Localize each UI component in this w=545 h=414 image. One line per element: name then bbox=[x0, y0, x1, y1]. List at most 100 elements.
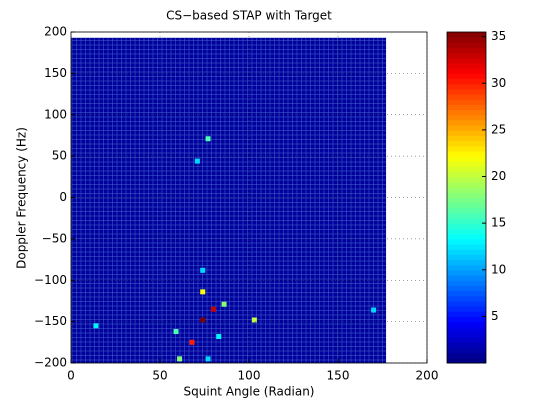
y-tick-label: 200 bbox=[44, 25, 67, 39]
colorbar-swatch bbox=[447, 352, 486, 359]
colorbar-swatch bbox=[447, 161, 486, 167]
colorbar-tick-label: 10 bbox=[491, 262, 506, 276]
colorbar-swatch bbox=[447, 99, 486, 105]
colorbar-swatch bbox=[447, 316, 486, 323]
colorbar-swatch bbox=[447, 187, 486, 193]
colorbar-swatch bbox=[447, 73, 486, 80]
x-tick-label: 150 bbox=[327, 369, 350, 383]
heatmap-cell bbox=[177, 356, 183, 362]
colorbar-swatch bbox=[447, 357, 486, 364]
colorbar-swatch bbox=[447, 135, 486, 142]
colorbar-swatch bbox=[447, 83, 486, 90]
colorbar-tick-label: 35 bbox=[491, 29, 506, 43]
colorbar-swatch bbox=[447, 306, 486, 312]
heatmap-cell bbox=[194, 158, 200, 164]
heatmap-cells bbox=[71, 37, 387, 363]
colorbar-swatch bbox=[447, 78, 486, 85]
colorbar-swatch bbox=[447, 63, 486, 69]
colorbar-tick-label: 5 bbox=[491, 309, 499, 323]
heatmap-cell bbox=[200, 267, 206, 273]
y-tick-label: −150 bbox=[34, 314, 67, 328]
colorbar-swatch bbox=[447, 42, 486, 49]
colorbar-swatch bbox=[447, 275, 486, 281]
colorbar-swatch bbox=[447, 264, 486, 271]
colorbar-swatch bbox=[447, 192, 486, 198]
y-tick-label: −100 bbox=[34, 273, 67, 287]
colorbar-swatch bbox=[447, 156, 486, 162]
x-tick-label: 50 bbox=[152, 369, 167, 383]
y-tick-label: 150 bbox=[44, 66, 67, 80]
colorbar-swatch bbox=[447, 119, 486, 126]
colorbar-swatch bbox=[447, 326, 486, 333]
heatmap-cell bbox=[210, 306, 216, 312]
colorbar-swatch bbox=[447, 140, 486, 147]
colorbar-swatch bbox=[447, 94, 486, 100]
colorbar-frame bbox=[446, 31, 487, 364]
colorbar-swatch bbox=[447, 337, 486, 343]
colorbar-swatch bbox=[447, 228, 486, 235]
x-tick-label: 0 bbox=[67, 369, 75, 383]
colorbar-swatch bbox=[447, 311, 486, 317]
colorbar-swatch bbox=[447, 68, 486, 74]
heatmap-cell bbox=[189, 339, 195, 345]
colorbar-swatch bbox=[447, 130, 486, 136]
colorbar-swatch bbox=[447, 295, 486, 302]
x-tick-label: 200 bbox=[416, 369, 439, 383]
colorbar-tick-label: 25 bbox=[491, 122, 506, 136]
heatmap-cell bbox=[251, 317, 257, 323]
heatmap-cell bbox=[371, 307, 377, 313]
colorbar-swatch bbox=[447, 57, 486, 64]
colorbar-swatch bbox=[447, 207, 486, 214]
colorbar-swatch bbox=[447, 37, 486, 43]
colorbar-swatch bbox=[447, 280, 486, 286]
colorbar-swatch bbox=[447, 269, 486, 276]
y-tick-label: 0 bbox=[59, 190, 67, 204]
heatmap-cell bbox=[205, 136, 211, 142]
colorbar-swatch bbox=[447, 171, 486, 178]
colorbar-swatch bbox=[447, 321, 486, 328]
heatmap-cell bbox=[205, 356, 211, 362]
colorbar-swatch bbox=[447, 47, 486, 54]
colorbar-swatch bbox=[447, 223, 486, 230]
heatmap-cell bbox=[93, 323, 99, 329]
y-tick-label: 50 bbox=[52, 149, 67, 163]
heatmap-cell bbox=[173, 329, 179, 335]
colorbar-swatch bbox=[447, 145, 486, 152]
heatmap-cell bbox=[200, 317, 206, 323]
chart-title: CS−based STAP with Target bbox=[166, 9, 332, 23]
colorbar-swatch bbox=[447, 213, 486, 219]
colorbar-swatch bbox=[447, 125, 486, 131]
heatmap-cell bbox=[200, 289, 206, 295]
colorbar-swatch bbox=[447, 290, 486, 297]
colorbar-swatch bbox=[447, 233, 486, 240]
colorbar-swatch bbox=[447, 218, 486, 224]
colorbar-tick-label: 30 bbox=[491, 76, 506, 90]
colorbar-swatch bbox=[447, 197, 486, 204]
colorbar-tick-label: 20 bbox=[491, 169, 506, 183]
y-tick-label: 100 bbox=[44, 107, 67, 121]
colorbar-swatch bbox=[447, 52, 486, 59]
colorbar-swatch bbox=[447, 300, 486, 307]
colorbar-swatch bbox=[447, 331, 486, 338]
colorbar-swatch bbox=[447, 32, 486, 38]
x-tick-label: 100 bbox=[238, 369, 261, 383]
colorbar-swatch bbox=[447, 347, 486, 354]
colorbar-swatch bbox=[447, 150, 486, 157]
colorbar-swatch bbox=[447, 259, 486, 266]
colorbar-swatch bbox=[447, 88, 486, 95]
colorbar-swatch bbox=[447, 285, 486, 292]
colorbar-swatch bbox=[447, 109, 486, 116]
colorbar-tick-label: 15 bbox=[491, 216, 506, 230]
y-axis-label: Doppler Frequency (Hz) bbox=[15, 127, 29, 269]
y-tick-label: −50 bbox=[42, 231, 67, 245]
colorbar-swatch bbox=[447, 181, 486, 188]
heatmap-cell bbox=[216, 334, 222, 340]
colorbar-swatch bbox=[447, 166, 486, 173]
colorbar-swatch bbox=[447, 254, 486, 261]
x-axis-label: Squint Angle (Radian) bbox=[184, 385, 315, 399]
colorbar-swatch bbox=[447, 244, 486, 250]
colorbar-swatch bbox=[447, 238, 486, 245]
y-tick-label: −200 bbox=[34, 356, 67, 370]
colorbar-swatch bbox=[447, 104, 486, 111]
